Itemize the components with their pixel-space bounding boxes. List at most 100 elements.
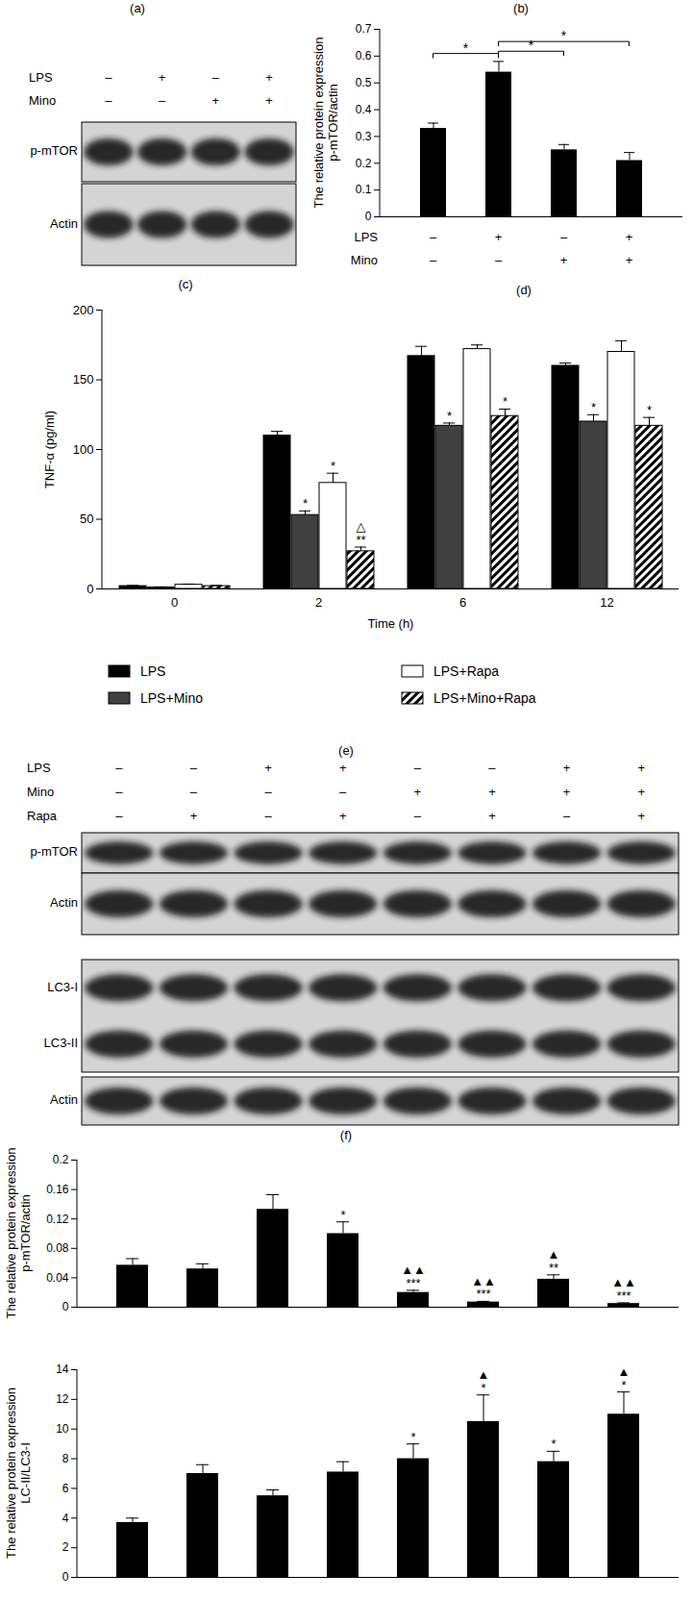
svg-text:14: 14 — [55, 1361, 70, 1376]
svg-text:–: – — [190, 784, 198, 799]
svg-text:+: + — [264, 760, 273, 775]
svg-text:*: * — [340, 1207, 346, 1222]
svg-text:LPS: LPS — [28, 70, 53, 85]
svg-text:(f): (f) — [340, 1127, 352, 1142]
svg-text:+: + — [488, 784, 496, 799]
svg-text:(a): (a) — [129, 0, 146, 16]
svg-text:*: * — [528, 37, 535, 53]
svg-text:6: 6 — [459, 594, 467, 610]
svg-text:The relative protein expressio: The relative protein expressionLC-II/LC3… — [3, 1386, 34, 1559]
svg-text:The relative protein expressio: The relative protein expressionp-mTOR/ac… — [3, 1147, 34, 1319]
svg-text:*: * — [561, 27, 568, 44]
svg-text:(c): (c) — [177, 276, 193, 292]
svg-text:150: 150 — [73, 371, 95, 387]
svg-text:+: + — [265, 70, 273, 85]
svg-text:Mino: Mino — [28, 93, 56, 108]
svg-text:+: + — [563, 760, 571, 775]
svg-text:*: * — [302, 495, 308, 511]
svg-text:LPS: LPS — [26, 760, 51, 775]
svg-text:0.08: 0.08 — [46, 1240, 70, 1255]
svg-text:–: – — [158, 93, 167, 108]
svg-text:10: 10 — [55, 1421, 70, 1436]
svg-text:+: + — [637, 808, 645, 823]
svg-text:4: 4 — [62, 1510, 70, 1525]
svg-text:*: * — [550, 1435, 556, 1451]
svg-text:Actin: Actin — [49, 894, 78, 910]
svg-text:–: – — [414, 760, 422, 775]
svg-text:*: * — [463, 40, 470, 56]
svg-text:Mino: Mino — [26, 784, 54, 799]
svg-text:6: 6 — [62, 1481, 70, 1495]
svg-text:Actin: Actin — [49, 216, 78, 231]
svg-text:–: – — [488, 760, 496, 775]
svg-text:–: – — [115, 784, 124, 799]
svg-text:▲**: ▲** — [547, 1246, 561, 1275]
svg-text:0.6: 0.6 — [355, 49, 372, 63]
svg-text:+: + — [339, 760, 347, 775]
svg-text:–: – — [414, 808, 422, 823]
svg-text:–: – — [264, 784, 273, 799]
svg-text:p-mTOR: p-mTOR — [29, 843, 78, 859]
svg-text:100: 100 — [73, 442, 95, 457]
svg-text:LC3-I: LC3-I — [47, 979, 78, 994]
svg-text:0.4: 0.4 — [355, 102, 372, 117]
svg-text:*: * — [410, 1429, 416, 1444]
svg-text:(d): (d) — [516, 282, 532, 297]
svg-text:+: + — [158, 70, 167, 85]
svg-text:Time (h): Time (h) — [368, 616, 415, 631]
svg-text:–: – — [339, 784, 347, 799]
svg-text:Rapa: Rapa — [26, 808, 58, 823]
svg-text:0.5: 0.5 — [355, 75, 372, 90]
svg-text:–: – — [264, 808, 273, 823]
svg-text:+: + — [637, 784, 645, 799]
svg-text:0.2: 0.2 — [355, 156, 372, 171]
svg-text:12: 12 — [55, 1391, 70, 1406]
svg-text:–: – — [115, 808, 124, 823]
svg-text:200: 200 — [73, 302, 95, 318]
svg-text:–: – — [212, 70, 221, 85]
svg-text:+: + — [339, 808, 347, 823]
svg-text:The relative protein expressio: The relative protein expressionp-mTOR/ac… — [311, 37, 342, 209]
svg-text:▲▲***: ▲▲*** — [400, 1262, 426, 1290]
svg-text:–: – — [115, 760, 124, 775]
svg-text:8: 8 — [62, 1451, 70, 1465]
svg-text:*: * — [330, 458, 336, 473]
svg-text:+: + — [414, 784, 422, 799]
svg-text:+: + — [265, 93, 273, 108]
svg-text:0.2: 0.2 — [52, 1152, 70, 1166]
svg-text:–: – — [104, 70, 113, 85]
svg-text:+: + — [212, 93, 221, 108]
svg-text:–: – — [190, 760, 198, 775]
svg-text:0: 0 — [62, 1569, 70, 1584]
svg-text:▲▲***: ▲▲*** — [611, 1274, 637, 1303]
svg-text:2: 2 — [62, 1539, 70, 1554]
svg-text:0.04: 0.04 — [46, 1270, 70, 1285]
svg-text:*: * — [646, 402, 652, 418]
svg-text:+: + — [190, 808, 198, 823]
svg-text:0: 0 — [86, 581, 94, 596]
svg-text:–: – — [563, 808, 571, 823]
svg-text:Actin: Actin — [49, 1091, 78, 1107]
svg-text:(e): (e) — [338, 742, 354, 758]
svg-text:TNF-α (pg/ml): TNF-α (pg/ml) — [42, 410, 57, 489]
svg-text:*: * — [591, 399, 596, 415]
svg-text:+: + — [637, 760, 645, 775]
svg-text:▲▲***: ▲▲*** — [470, 1273, 496, 1302]
svg-text:p-mTOR: p-mTOR — [29, 143, 78, 158]
svg-text:0.1: 0.1 — [355, 182, 372, 197]
svg-text:▲*: ▲* — [618, 1363, 631, 1392]
svg-text:LC3-II: LC3-II — [44, 1035, 78, 1050]
svg-text:0.12: 0.12 — [46, 1212, 70, 1226]
svg-text:–: – — [104, 93, 113, 108]
svg-text:+: + — [563, 784, 571, 799]
svg-text:0: 0 — [171, 594, 178, 610]
svg-text:50: 50 — [79, 511, 94, 526]
svg-text:12: 12 — [599, 594, 614, 610]
svg-text:0.3: 0.3 — [355, 129, 372, 144]
svg-text:0.16: 0.16 — [46, 1182, 70, 1196]
svg-text:*: * — [502, 394, 508, 409]
svg-text:*: * — [446, 408, 452, 423]
svg-text:▲*: ▲* — [477, 1366, 491, 1395]
svg-text:+: + — [488, 808, 496, 823]
svg-text:0.7: 0.7 — [355, 22, 372, 36]
